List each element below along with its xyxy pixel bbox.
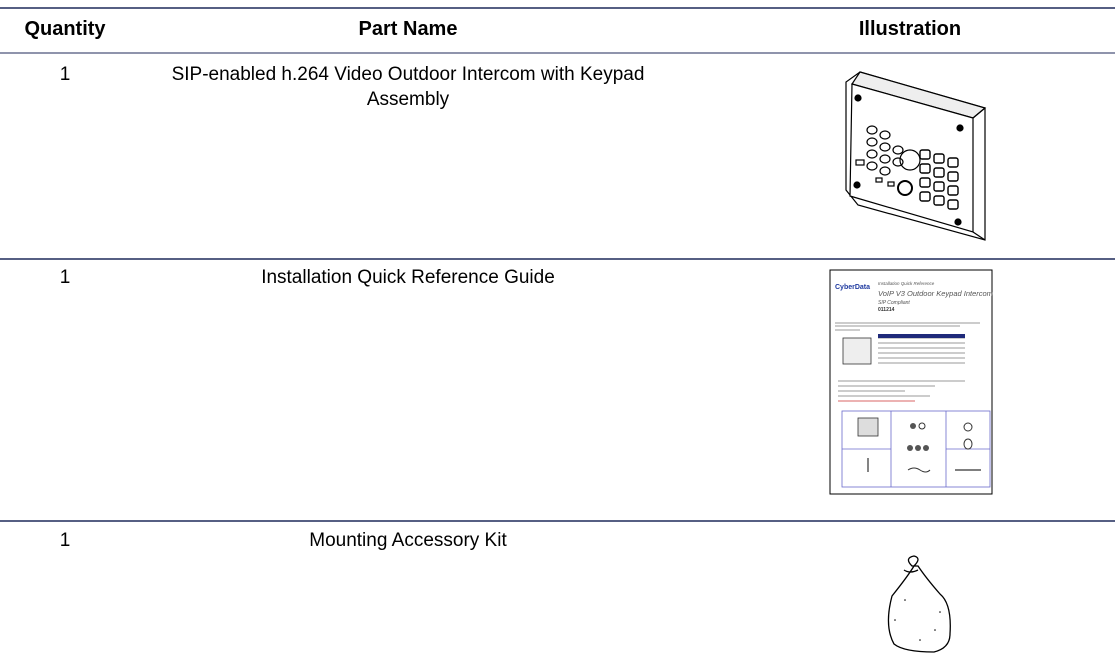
part-name-cell: SIP-enabled h.264 Video Outdoor Intercom…: [171, 64, 645, 110]
bag-illustration: [887, 555, 951, 653]
column-header: Quantity: [24, 18, 106, 40]
part-name-cell: Installation Quick Reference Guide: [261, 267, 555, 288]
quantity-cell: 1: [59, 530, 71, 551]
quantity-cell: 1: [59, 64, 71, 85]
guide-illustration: CyberData Installation Quick Reference V…: [829, 269, 993, 495]
part-name-cell: Mounting Accessory Kit: [309, 530, 507, 551]
guide-subtitle: Installation Quick Reference: [878, 281, 935, 286]
column-header: Illustration: [858, 18, 962, 40]
column-header: Part Name: [358, 18, 458, 40]
intercom-illustration: [845, 71, 987, 241]
quantity-cell: 1: [59, 267, 71, 288]
guide-compliance: SIP Compliant: [878, 300, 910, 306]
guide-title: VoIP V3 Outdoor Keypad Intercom: [878, 289, 993, 298]
guide-brand: CyberData: [835, 284, 870, 291]
guide-doc-number: 011214: [878, 307, 895, 313]
